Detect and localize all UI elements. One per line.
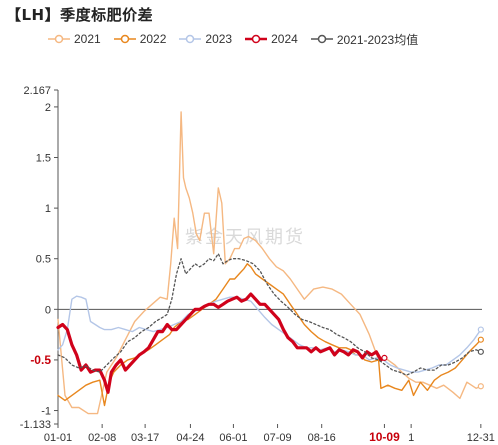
x-tick-label: 12-31 <box>467 432 495 444</box>
x-tick-label: 06-01 <box>219 432 247 444</box>
y-tick-label: -1.133 <box>20 419 51 431</box>
legend-item-2022[interactable]: 2022 <box>113 32 167 46</box>
series-end-point <box>381 354 388 362</box>
series-end-point <box>477 336 484 343</box>
x-tick-label: 03-17 <box>131 432 159 444</box>
series-line-2022 <box>57 263 482 407</box>
series-end-point <box>477 326 484 333</box>
x-tick-label: 02-08 <box>88 432 116 444</box>
series-2021 <box>57 111 484 415</box>
legend-label: 2021 <box>74 32 101 46</box>
chart-legend: 2021 2022 2023 2024 2021-2023均值 <box>48 30 431 48</box>
legend-label: 2024 <box>271 32 298 46</box>
y-tick-label: 1.5 <box>36 153 51 165</box>
legend-swatch-icon <box>179 34 202 44</box>
legend-item-2023[interactable]: 2023 <box>179 32 232 46</box>
y-tick-label: -1 <box>41 406 51 418</box>
series-line-2023 <box>57 295 482 373</box>
legend-item-2021[interactable]: 2021 <box>48 32 101 46</box>
x-tick-label: 1 <box>408 432 414 444</box>
series-line-2021-2023均值 <box>57 253 482 376</box>
series-end-point <box>477 383 484 390</box>
x-tick-label: 08-16 <box>308 432 336 444</box>
x-tick-label: 04-24 <box>176 432 204 444</box>
series-2024 <box>56 292 388 394</box>
y-highlight-label: -0.5 <box>30 353 51 367</box>
series-line-2021 <box>57 111 482 415</box>
y-tick-label: 2 <box>45 102 51 114</box>
legend-label: 2023 <box>205 32 233 46</box>
legend-swatch-icon <box>310 34 333 44</box>
legend-item-2021-2023均值[interactable]: 2021-2023均值 <box>310 31 419 48</box>
chart-title: 【LH】季度标肥价差 <box>6 6 154 24</box>
legend-label: 2022 <box>139 32 167 46</box>
series-2023 <box>57 295 484 373</box>
legend-swatch-icon <box>245 34 268 44</box>
x-tick-label: 10-09 <box>369 430 400 444</box>
legend-label: 2021-2023均值 <box>336 32 419 47</box>
series-2022 <box>57 263 484 407</box>
legend-swatch-icon <box>48 34 70 44</box>
series-line-2024 <box>56 292 386 394</box>
series-end-point <box>477 348 484 355</box>
y-tick-label: 0 <box>45 304 51 316</box>
y-tick-label: 1 <box>45 203 51 215</box>
axes: 2.167 2 1.5 1 0.5 0 -1-1.133 -0.5 01-01 02-08 03-1… <box>20 85 495 444</box>
series-2021-2023均值 <box>57 253 484 376</box>
y-tick-label: 0.5 <box>36 254 51 266</box>
x-tick-label: 07-09 <box>263 432 291 444</box>
x-tick-label: 01-01 <box>44 432 72 444</box>
legend-swatch-icon <box>113 34 136 44</box>
series-layer <box>56 111 484 415</box>
legend-item-2024[interactable]: 2024 <box>245 32 298 46</box>
y-tick-label: 2.167 <box>23 85 51 97</box>
